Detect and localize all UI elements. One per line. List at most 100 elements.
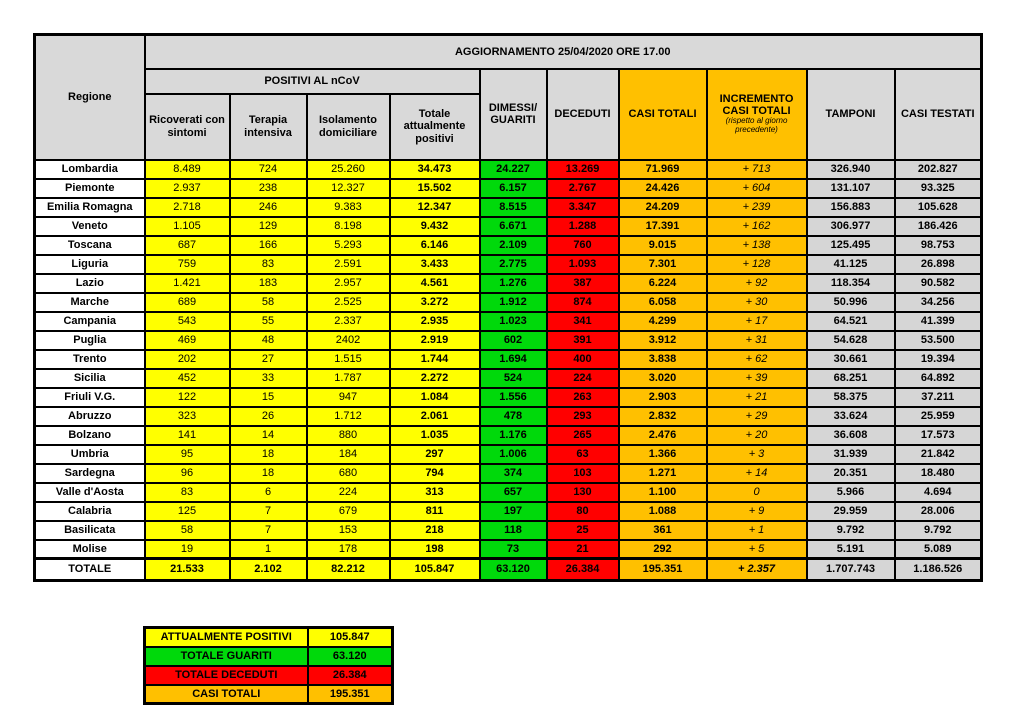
column-header-incremento: INCREMENTO CASI TOTALI (rispetto al gior… [705,67,808,161]
terapia-intensiva-cell: 129 [228,215,308,237]
casi-totali-cell: 24.426 [617,177,708,199]
region-row: Emilia Romagna 2.718 246 9.383 12.347 8.… [33,196,983,218]
dimessi-guariti-cell: 6.671 [478,215,548,237]
region-row: Umbria 95 18 184 297 1.006 63 1.366 + 3 … [33,443,983,465]
ricoverati-cell: 58 [143,519,231,541]
totale-positivi-cell: 811 [388,500,481,522]
casi-testati-cell: 4.694 [893,481,983,503]
incremento-cell: + 138 [705,234,808,256]
tamponi-cell: 20.351 [805,462,896,484]
region-name-cell: Molise [33,538,146,560]
tamponi-cell: 29.959 [805,500,896,522]
isolamento-cell: 2.957 [305,272,391,294]
casi-totali-cell: 1.366 [617,443,708,465]
isolamento-cell: 153 [305,519,391,541]
ricoverati-cell: 1.105 [143,215,231,237]
ricoverati-cell: 2.937 [143,177,231,199]
dimessi-guariti-cell: 1.912 [478,291,548,313]
region-row: Toscana 687 166 5.293 6.146 2.109 760 9.… [33,234,983,256]
casi-totali-cell: 9.015 [617,234,708,256]
casi-testati-cell: 64.892 [893,367,983,389]
deceduti-cell: 103 [545,462,620,484]
total-row: TOTALE 21.533 2.102 82.212 105.847 63.12… [33,557,983,582]
total-casi-totali: 195.351 [617,557,708,582]
casi-testati-cell: 28.006 [893,500,983,522]
region-name-cell: Sardegna [33,462,146,484]
tamponi-cell: 36.608 [805,424,896,446]
casi-totali-cell: 6.058 [617,291,708,313]
deceduti-cell: 1.288 [545,215,620,237]
totale-positivi-cell: 1.744 [388,348,481,370]
isolamento-cell: 2402 [305,329,391,351]
incremento-cell: + 14 [705,462,808,484]
ricoverati-cell: 8.489 [143,158,231,180]
tamponi-cell: 30.661 [805,348,896,370]
tamponi-cell: 5.966 [805,481,896,503]
isolamento-cell: 12.327 [305,177,391,199]
incremento-cell: + 30 [705,291,808,313]
isolamento-cell: 680 [305,462,391,484]
totale-positivi-cell: 34.473 [388,158,481,180]
dimessi-guariti-cell: 2.775 [478,253,548,275]
region-name-cell: Calabria [33,500,146,522]
casi-totali-cell: 2.476 [617,424,708,446]
column-header-dimessi-guariti: DIMESSI/ GUARITI [478,67,548,161]
dimessi-guariti-cell: 524 [478,367,548,389]
column-header-isolamento: Isolamento domiciliare [305,92,391,161]
incremento-cell: + 62 [705,348,808,370]
region-name-cell: Bolzano [33,424,146,446]
region-name-cell: Toscana [33,234,146,256]
casi-totali-cell: 24.209 [617,196,708,218]
dimessi-guariti-cell: 1.176 [478,424,548,446]
deceduti-cell: 400 [545,348,620,370]
isolamento-cell: 1.787 [305,367,391,389]
tamponi-cell: 125.495 [805,234,896,256]
casi-totali-cell: 1.088 [617,500,708,522]
casi-testati-cell: 202.827 [893,158,983,180]
region-name-cell: Basilicata [33,519,146,541]
incremento-cell: + 128 [705,253,808,275]
casi-totali-cell: 1.271 [617,462,708,484]
totale-positivi-cell: 1.084 [388,386,481,408]
tamponi-cell: 41.125 [805,253,896,275]
isolamento-cell: 1.515 [305,348,391,370]
total-deceduti: 26.384 [545,557,620,582]
tamponi-cell: 326.940 [805,158,896,180]
ricoverati-cell: 2.718 [143,196,231,218]
dimessi-guariti-cell: 1.276 [478,272,548,294]
casi-totali-cell: 3.912 [617,329,708,351]
terapia-intensiva-cell: 246 [228,196,308,218]
ricoverati-cell: 96 [143,462,231,484]
casi-testati-cell: 53.500 [893,329,983,351]
deceduti-cell: 874 [545,291,620,313]
region-name-cell: Marche [33,291,146,313]
region-row: Sardegna 96 18 680 794 374 103 1.271 + 1… [33,462,983,484]
dimessi-guariti-cell: 8.515 [478,196,548,218]
region-row: Valle d'Aosta 83 6 224 313 657 130 1.100… [33,481,983,503]
total-ricoverati: 21.533 [143,557,231,582]
deceduti-cell: 3.347 [545,196,620,218]
region-row: Calabria 125 7 679 811 197 80 1.088 + 9 … [33,500,983,522]
deceduti-cell: 63 [545,443,620,465]
total-dimessi: 63.120 [478,557,548,582]
region-row: Bolzano 141 14 880 1.035 1.176 265 2.476… [33,424,983,446]
dimessi-guariti-cell: 1.023 [478,310,548,332]
tamponi-cell: 118.354 [805,272,896,294]
tamponi-cell: 156.883 [805,196,896,218]
isolamento-cell: 25.260 [305,158,391,180]
column-header-terapia-intensiva: Terapia intensiva [228,92,308,161]
column-header-tamponi: TAMPONI [805,67,896,161]
casi-totali-cell: 361 [617,519,708,541]
deceduti-cell: 760 [545,234,620,256]
dimessi-guariti-cell: 657 [478,481,548,503]
legend-row: TOTALE GUARITI 63.120 [143,645,394,667]
totale-positivi-cell: 2.272 [388,367,481,389]
tamponi-cell: 131.107 [805,177,896,199]
isolamento-cell: 5.293 [305,234,391,256]
isolamento-cell: 8.198 [305,215,391,237]
report-title: AGGIORNAMENTO 25/04/2020 ORE 17.00 [143,33,983,70]
casi-testati-cell: 5.089 [893,538,983,560]
region-row: Molise 19 1 178 198 73 21 292 + 5 5.191 … [33,538,983,560]
region-name-cell: Lazio [33,272,146,294]
casi-testati-cell: 105.628 [893,196,983,218]
